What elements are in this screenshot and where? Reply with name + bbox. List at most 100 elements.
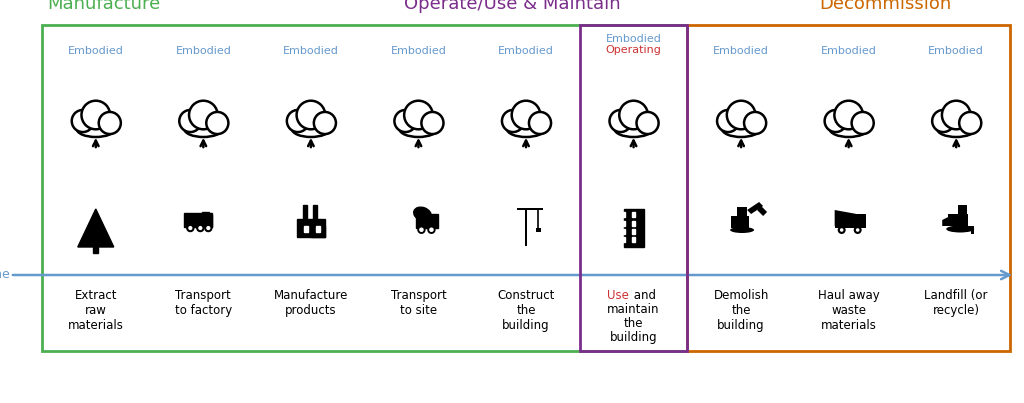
Polygon shape	[78, 209, 114, 247]
Circle shape	[82, 101, 110, 129]
Text: and: and	[630, 289, 655, 302]
Bar	[687, 25, 1010, 351]
Circle shape	[205, 224, 212, 232]
Bar	[203, 212, 209, 217]
Bar	[632, 237, 636, 242]
Circle shape	[637, 112, 658, 134]
Circle shape	[959, 112, 981, 134]
Text: Embodied: Embodied	[283, 46, 339, 56]
Text: Demolish
the
building: Demolish the building	[714, 289, 769, 332]
Circle shape	[206, 112, 228, 134]
Circle shape	[620, 101, 648, 129]
Circle shape	[838, 226, 846, 234]
Text: Extract
raw
materials: Extract raw materials	[68, 289, 124, 332]
Bar	[622, 220, 626, 226]
Circle shape	[609, 110, 632, 132]
Text: Time: Time	[0, 268, 10, 282]
Circle shape	[287, 110, 309, 132]
Bar	[632, 220, 636, 226]
Bar	[203, 215, 212, 227]
Circle shape	[98, 112, 121, 134]
Bar	[958, 205, 968, 214]
Ellipse shape	[414, 207, 431, 221]
Circle shape	[420, 228, 423, 231]
Bar	[737, 207, 748, 216]
Circle shape	[744, 112, 766, 134]
Bar	[622, 212, 626, 217]
Circle shape	[186, 224, 194, 232]
Text: Manufacture
products: Manufacture products	[273, 289, 348, 317]
Circle shape	[854, 226, 861, 234]
Circle shape	[207, 226, 210, 229]
Text: Embodied: Embodied	[390, 46, 446, 56]
Circle shape	[512, 101, 541, 129]
Bar	[524, 208, 527, 246]
Text: maintain: maintain	[607, 303, 659, 316]
Circle shape	[529, 112, 551, 134]
Bar	[622, 229, 626, 234]
Ellipse shape	[614, 121, 652, 137]
Circle shape	[189, 101, 218, 129]
Circle shape	[856, 228, 859, 232]
Circle shape	[932, 110, 954, 132]
Bar	[855, 214, 865, 228]
Circle shape	[835, 101, 863, 129]
Ellipse shape	[730, 227, 754, 233]
Bar	[184, 213, 212, 227]
Bar	[632, 229, 636, 234]
Text: Landfill (or
recycle): Landfill (or recycle)	[925, 289, 988, 317]
Text: Construct
the
building: Construct the building	[498, 289, 555, 332]
Text: Embodied: Embodied	[605, 34, 662, 44]
Bar	[315, 226, 321, 232]
Circle shape	[422, 112, 443, 134]
Bar	[93, 247, 98, 253]
Circle shape	[727, 101, 756, 129]
Text: building: building	[609, 331, 657, 344]
Ellipse shape	[507, 121, 545, 137]
Bar	[731, 216, 750, 228]
Text: Embodied: Embodied	[929, 46, 984, 56]
Text: Haul away
waste
materials: Haul away waste materials	[818, 289, 880, 332]
Circle shape	[189, 226, 191, 229]
Circle shape	[942, 101, 971, 129]
Circle shape	[717, 110, 739, 132]
Bar	[580, 25, 687, 351]
Bar	[428, 214, 438, 228]
Bar	[948, 214, 969, 226]
Polygon shape	[942, 217, 948, 226]
Bar	[297, 219, 325, 237]
Text: Embodied: Embodied	[175, 46, 231, 56]
Circle shape	[72, 110, 94, 132]
Text: Operate/Use & Maintain: Operate/Use & Maintain	[403, 0, 621, 13]
Ellipse shape	[184, 121, 222, 137]
Bar	[536, 228, 541, 232]
Circle shape	[404, 101, 433, 129]
Ellipse shape	[399, 121, 437, 137]
Text: Manufacture: Manufacture	[47, 0, 160, 13]
Circle shape	[824, 110, 847, 132]
Circle shape	[297, 101, 326, 129]
Bar	[313, 205, 316, 219]
Ellipse shape	[77, 121, 115, 137]
Text: Transport
to factory: Transport to factory	[175, 289, 232, 317]
Text: the: the	[624, 317, 643, 330]
Bar	[632, 212, 636, 217]
Bar	[835, 224, 857, 228]
Circle shape	[418, 226, 425, 233]
Bar	[417, 216, 430, 228]
Circle shape	[428, 226, 435, 233]
Bar	[622, 237, 626, 242]
Text: Embodied: Embodied	[498, 46, 554, 56]
Text: Use: Use	[606, 289, 629, 302]
Text: Embodied: Embodied	[820, 46, 877, 56]
Bar	[304, 226, 308, 232]
Text: Embodied: Embodied	[68, 46, 124, 56]
Ellipse shape	[722, 121, 760, 137]
Circle shape	[394, 110, 417, 132]
Polygon shape	[748, 202, 763, 214]
Circle shape	[199, 226, 202, 229]
Circle shape	[852, 112, 873, 134]
Ellipse shape	[946, 226, 974, 233]
Circle shape	[197, 224, 204, 232]
Text: Transport
to site: Transport to site	[390, 289, 446, 317]
